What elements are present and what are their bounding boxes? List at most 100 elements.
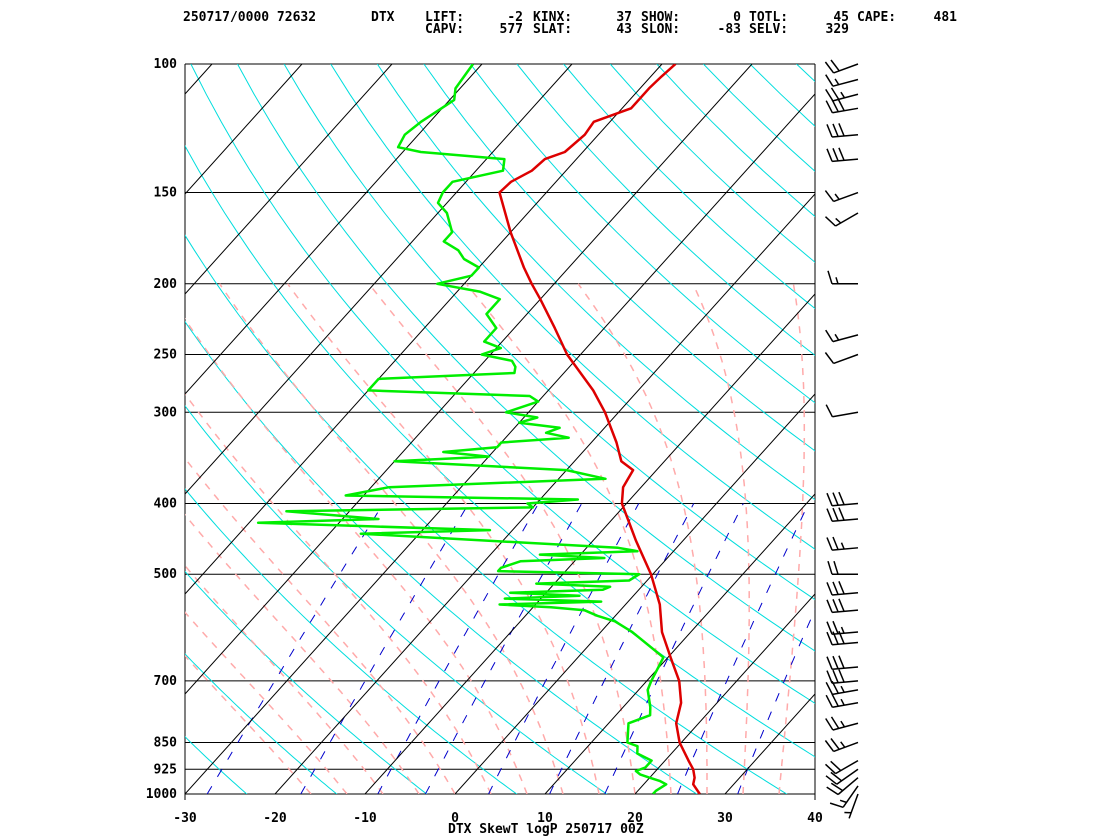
dry-adiabat-240: [0, 64, 173, 810]
moist-adiabat-0: [185, 457, 456, 794]
pressure-tick-label: 400: [154, 497, 178, 512]
temperature-tick-label: 0: [451, 811, 459, 826]
header-value-selv: 329: [825, 22, 849, 37]
mixing-ratio-2: [377, 503, 539, 794]
dry-adiabat-270: [185, 570, 428, 794]
header-value-lift: -2: [507, 10, 523, 25]
dry-adiabat-340: [237, 64, 815, 652]
wind-barb-19: [825, 404, 859, 418]
mixing-ratio-3: [424, 503, 583, 794]
temperature-tick-label: 30: [717, 811, 733, 826]
header-key-slon: SLON:: [641, 22, 681, 37]
moist-adiabat-4: [185, 392, 492, 794]
pressure-tick-label: 850: [154, 736, 178, 751]
wind-barb-4: [824, 759, 859, 775]
moist-adiabat-36: [778, 283, 806, 794]
header-value-show: 0: [733, 10, 741, 25]
pressure-tick-label: 925: [154, 762, 177, 777]
wind-barb-2: [826, 777, 859, 796]
temperature-tick-label: -30: [173, 811, 197, 826]
temperature-tick-label: 40: [807, 811, 823, 826]
isotherm-10: [544, 493, 815, 794]
dry-adiabat-290: [185, 405, 608, 794]
wind-barb-29: [825, 74, 859, 87]
moist-adiabat--4: [185, 513, 420, 794]
pressure-tick-label: 100: [154, 57, 178, 72]
wind-barb-10: [826, 655, 859, 671]
wind-barb-13: [826, 598, 859, 614]
dry-adiabat-300: [185, 320, 698, 794]
isotherm--120: [0, 64, 32, 794]
mixing-ratio-1: [300, 503, 470, 794]
grid-layer: [184, 63, 816, 800]
header-value-kinx: 37: [616, 10, 632, 25]
header-key-slat: SLAT:: [533, 22, 573, 37]
moist-adiabat--12: [185, 611, 348, 794]
wind-barb-24: [824, 190, 859, 203]
dry-adiabat-470: [843, 64, 1120, 810]
mixing-ratio-8: [549, 503, 695, 794]
wind-barb-23: [824, 212, 859, 227]
wind-barb-0: [844, 793, 859, 819]
wind-barb-21: [825, 329, 859, 343]
dry-adiabat-280: [185, 488, 518, 794]
temperature-tick-label: 20: [627, 811, 643, 826]
header-value-slat: 43: [616, 22, 632, 37]
header-key-capv: CAPV:: [425, 22, 465, 37]
wind-barb-18: [826, 491, 859, 507]
wind-barb-26: [826, 123, 859, 138]
wind-barb-1: [829, 785, 859, 809]
header-station-id: DTX: [371, 10, 395, 25]
wind-barb-3: [825, 768, 859, 785]
isotherm--40: [185, 64, 753, 695]
wind-barb-12: [826, 620, 859, 636]
isotherm--100: [185, 64, 213, 95]
isotherm--30: [185, 93, 815, 794]
header-value-totl: 45: [833, 10, 849, 25]
dewpoint-profile-line: [256, 64, 668, 794]
temperature-tick-label: -10: [353, 811, 377, 826]
pressure-tick-label: 1000: [146, 787, 177, 802]
dry-adiabat-430: [656, 64, 815, 218]
dry-adiabat-410: [563, 64, 815, 310]
wind-barb-17: [826, 507, 859, 522]
dry-adiabat-400: [516, 64, 815, 356]
pressure-tick-label: 300: [154, 405, 178, 420]
mixing-ratio-0.4: [206, 503, 384, 794]
dry-adiabat-360: [330, 64, 815, 550]
header-station-time: 250717/0000 72632: [183, 10, 317, 25]
isotherm--20: [274, 193, 815, 794]
mixing-ratio-12: [604, 503, 744, 794]
wind-barb-6: [825, 716, 859, 731]
dry-adiabat-380: [423, 64, 815, 452]
header-key-kinx: KINX:: [533, 10, 573, 25]
isotherm--90: [185, 64, 303, 195]
header-key-show: SHOW:: [641, 10, 681, 25]
dry-adiabat-480: [890, 64, 1120, 810]
header-readout: 250717/0000 72632 DTX LIFT: -2 KINX: 37 SHOW: 0…: [0, 0, 1120, 40]
chart-footer-caption: DTX SkewT logP 250717 00Z: [448, 822, 644, 837]
dry-adiabat-370: [376, 64, 815, 501]
isotherms-layer: [0, 64, 815, 794]
isotherm-30: [724, 693, 815, 794]
wind-barb-27: [825, 98, 859, 114]
wind-barb-30: [824, 59, 859, 74]
dry-adiabat-260: [185, 653, 338, 794]
mixing-ratio-30: [737, 608, 815, 794]
isotherm--60: [185, 64, 573, 495]
dry-adiabats-layer: [0, 64, 1120, 810]
header-key-totl: TOTL:: [749, 10, 789, 25]
dry-adiabat-250: [185, 736, 248, 794]
pressure-tick-label: 250: [154, 348, 178, 363]
dry-adiabat-330: [190, 64, 815, 704]
moist-adiabat-24: [465, 283, 672, 794]
isotherm--110: [0, 64, 122, 794]
pressure-tick-label: 200: [154, 277, 178, 292]
isotherm--80: [185, 64, 393, 295]
header-key-cape: CAPE:: [857, 10, 897, 25]
moist-adiabats-layer: [185, 283, 806, 794]
wind-barb-16: [826, 536, 859, 551]
isotherm--10: [364, 293, 815, 794]
temperature-tick-label: -20: [263, 811, 287, 826]
